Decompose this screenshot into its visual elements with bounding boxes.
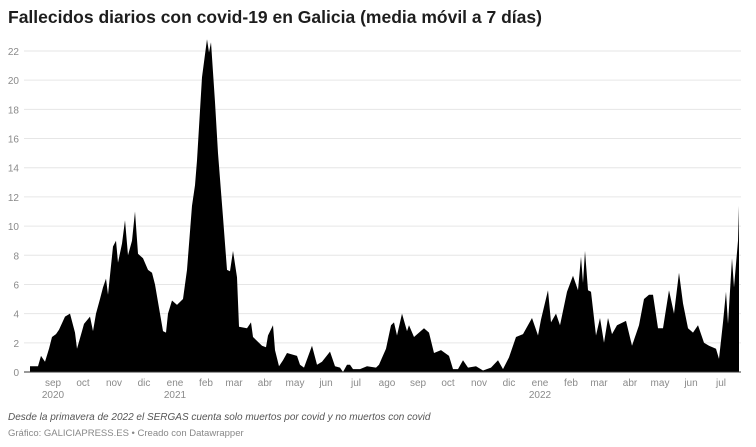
- x-tick-label: jun: [318, 378, 332, 389]
- y-tick-label: 18: [8, 105, 20, 116]
- y-tick-label: 20: [8, 76, 20, 87]
- x-tick-label: dic: [503, 378, 516, 389]
- x-tick-label: ago: [379, 378, 396, 389]
- y-tick-label: 14: [8, 164, 20, 175]
- x-tick-label: sep: [410, 378, 427, 389]
- x-tick-label: oct: [76, 378, 90, 389]
- x-tick-label: feb: [564, 378, 578, 389]
- x-tick-label: abr: [623, 378, 638, 389]
- x-tick-year-label: 2022: [529, 390, 552, 401]
- deaths-area: [30, 39, 739, 373]
- x-tick-year-label: 2021: [164, 390, 187, 401]
- x-tick-label: may: [286, 378, 305, 389]
- x-tick-label: sep: [45, 378, 62, 389]
- y-tick-label: 8: [13, 251, 19, 262]
- x-tick-label: ene: [167, 378, 184, 389]
- y-axis: 0 2 4 6 8 10 12 14 16 18 20 22: [8, 47, 20, 379]
- chart-description: Desde la primavera de 2022 el SERGAS cue…: [8, 412, 431, 423]
- y-tick-label: 16: [8, 135, 20, 146]
- x-tick-label: nov: [106, 378, 122, 389]
- x-tick-label: feb: [199, 378, 213, 389]
- y-tick-label: 4: [13, 310, 19, 321]
- x-tick-label: ene: [532, 378, 549, 389]
- x-tick-label: abr: [258, 378, 273, 389]
- x-tick-label: may: [651, 378, 670, 389]
- x-tick-label: nov: [471, 378, 487, 389]
- x-tick-label: dic: [138, 378, 151, 389]
- y-tick-label: 6: [13, 280, 19, 291]
- x-tick-label: mar: [590, 378, 608, 389]
- x-tick-label: mar: [225, 378, 243, 389]
- y-tick-label: 0: [13, 368, 19, 379]
- y-tick-label: 10: [8, 222, 20, 233]
- y-tick-label: 12: [8, 193, 20, 204]
- y-tick-label: 22: [8, 47, 20, 58]
- x-tick-label: jul: [350, 378, 361, 389]
- x-tick-label: jun: [683, 378, 697, 389]
- y-tick-label: 2: [13, 339, 19, 350]
- gridlines: [24, 50, 741, 344]
- chart-source: Gráfico: GALICIAPRESS.ES • Creado con Da…: [8, 428, 244, 439]
- x-tick-label: oct: [441, 378, 455, 389]
- chart-title: Fallecidos diarios con covid-19 en Galic…: [8, 7, 542, 27]
- x-tick-year-label: 2020: [42, 390, 65, 401]
- x-tick-label: jul: [715, 378, 726, 389]
